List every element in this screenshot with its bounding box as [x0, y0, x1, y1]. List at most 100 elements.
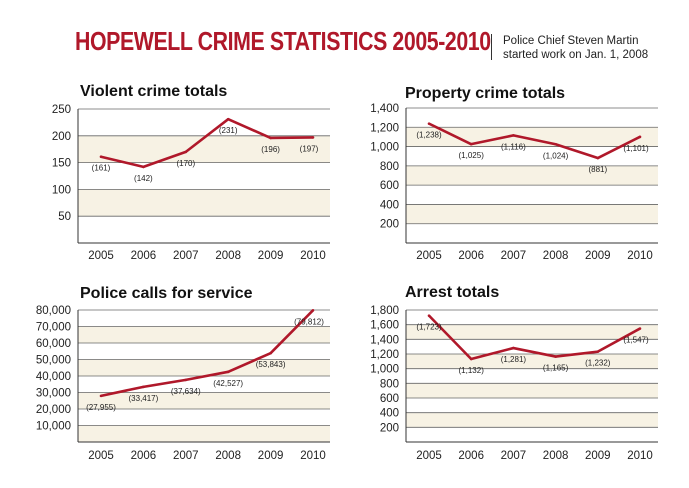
- x-tick-label: 2007: [173, 250, 199, 262]
- data-label: (1,025): [459, 151, 485, 160]
- data-label: (79,812): [294, 317, 324, 326]
- x-tick-label: 2009: [585, 250, 611, 262]
- chief-note-line-2: started work on Jan. 1, 2008: [503, 49, 649, 61]
- plot-band: [78, 409, 330, 426]
- data-point: [99, 394, 103, 398]
- data-point: [142, 165, 145, 169]
- data-label: (27,955): [86, 403, 116, 412]
- data-point: [311, 136, 315, 139]
- x-tick-label: 2010: [627, 250, 653, 262]
- y-tick-label: 200: [380, 219, 399, 231]
- data-label: (42,527): [213, 379, 243, 388]
- y-tick-label: 1,200: [370, 349, 399, 361]
- data-point: [554, 142, 557, 146]
- y-tick-label: 800: [380, 378, 399, 390]
- data-point: [269, 136, 272, 140]
- x-tick-label: 2005: [88, 450, 114, 462]
- data-label: (1,281): [501, 355, 527, 364]
- data-point: [311, 309, 315, 312]
- data-point: [184, 150, 188, 154]
- y-tick-label: 50,000: [36, 355, 71, 367]
- y-tick-label: 10,000: [36, 421, 71, 433]
- x-tick-label: 2008: [543, 450, 569, 462]
- plot-band: [406, 108, 658, 128]
- x-tick-label: 2006: [131, 250, 157, 262]
- y-tick-label: 60,000: [36, 338, 71, 350]
- data-label: (881): [588, 165, 607, 174]
- data-label: (37,634): [171, 387, 201, 396]
- x-tick-label: 2008: [215, 250, 241, 262]
- x-tick-label: 2010: [300, 250, 326, 262]
- x-tick-label: 2006: [131, 450, 157, 462]
- data-point: [638, 327, 642, 330]
- series-line: [428, 314, 641, 361]
- plot-band: [406, 427, 658, 442]
- series-line: [428, 122, 641, 160]
- y-tick-label: 200: [52, 131, 71, 143]
- plot-band: [78, 310, 330, 327]
- y-tick-label: 200: [380, 422, 399, 434]
- data-label: (1,101): [623, 144, 649, 153]
- x-tick-label: 2009: [258, 450, 284, 462]
- y-tick-label: 80,000: [36, 305, 71, 317]
- x-tick-label: 2009: [258, 250, 284, 262]
- y-tick-label: 1,000: [370, 142, 399, 154]
- plot-band: [406, 146, 658, 166]
- data-label: (170): [176, 159, 195, 168]
- y-tick-label: 1,200: [370, 122, 399, 134]
- data-label: (161): [92, 164, 111, 173]
- property-crime-title: Property crime totals: [405, 85, 566, 102]
- title-divider: [491, 34, 492, 60]
- x-tick-label: 2007: [173, 450, 199, 462]
- data-point: [512, 346, 515, 350]
- x-tick-label: 2006: [458, 250, 484, 262]
- data-point: [554, 355, 557, 358]
- y-tick-label: 30,000: [36, 388, 71, 400]
- data-point: [596, 156, 600, 160]
- plot-band: [78, 216, 330, 243]
- y-tick-label: 1,800: [370, 305, 399, 317]
- x-tick-label: 2008: [543, 250, 569, 262]
- y-tick-label: 40,000: [36, 371, 71, 383]
- data-label: (197): [300, 144, 319, 153]
- data-label: (196): [261, 145, 280, 154]
- x-tick-label: 2007: [501, 450, 527, 462]
- plot-band: [406, 339, 658, 354]
- data-point: [269, 351, 272, 355]
- x-tick-label: 2005: [88, 250, 114, 262]
- police-calls-title: Police calls for service: [80, 285, 253, 302]
- data-point: [596, 350, 600, 353]
- plot-band: [406, 223, 658, 243]
- x-tick-label: 2009: [585, 450, 611, 462]
- y-tick-label: 250: [52, 104, 71, 116]
- y-tick-label: 1,000: [370, 364, 399, 376]
- data-point: [184, 378, 188, 382]
- data-label: (1,238): [416, 131, 442, 140]
- data-label: (1,723): [416, 323, 442, 332]
- plot-band: [406, 310, 658, 325]
- data-label: (1,132): [459, 366, 485, 375]
- y-tick-label: 400: [380, 408, 399, 420]
- x-tick-label: 2007: [501, 250, 527, 262]
- plot-band: [406, 368, 658, 384]
- y-tick-label: 600: [380, 180, 399, 192]
- data-label: (1,165): [543, 364, 569, 373]
- y-tick-label: 1,600: [370, 320, 399, 332]
- y-tick-label: 100: [52, 184, 71, 196]
- x-tick-label: 2005: [416, 450, 442, 462]
- y-tick-label: 20,000: [36, 404, 71, 416]
- data-point: [638, 135, 642, 139]
- y-tick-label: 70,000: [36, 322, 71, 334]
- data-label: (53,843): [256, 360, 286, 369]
- chief-note-line-1: Police Chief Steven Martin: [503, 35, 639, 47]
- data-point: [469, 357, 473, 361]
- series-line: [100, 117, 314, 169]
- y-tick-label: 50: [58, 211, 71, 223]
- x-tick-label: 2010: [300, 450, 326, 462]
- plot-band: [78, 162, 330, 190]
- data-label: (1,547): [623, 336, 649, 345]
- arrest-totals-title: Arrest totals: [405, 284, 500, 301]
- plot-area: [406, 108, 658, 243]
